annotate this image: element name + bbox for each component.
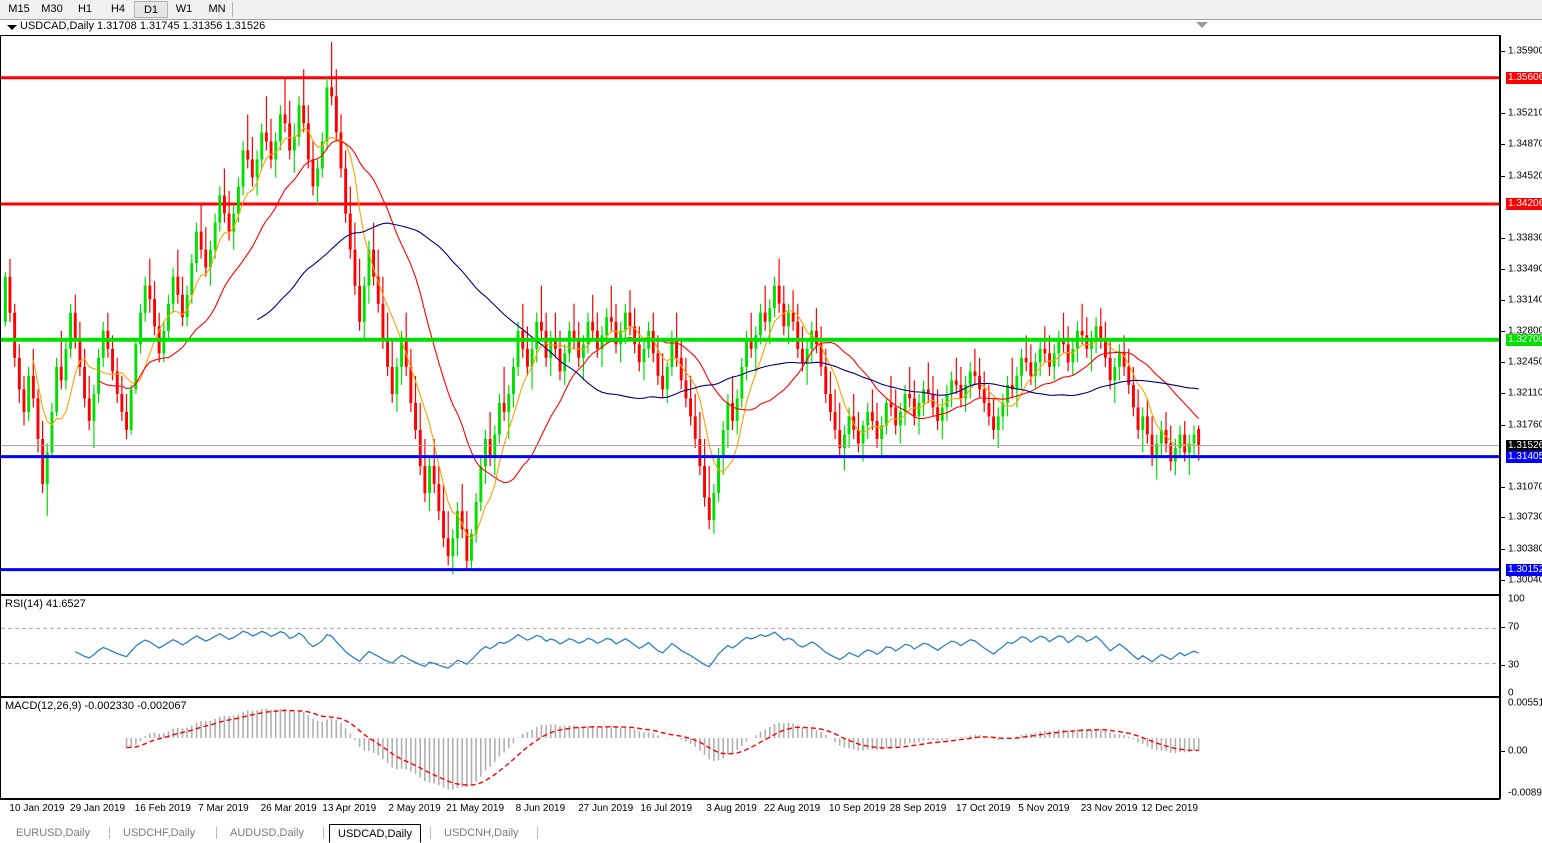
tab-separator bbox=[216, 827, 217, 839]
price-tick-label: 1.33490 bbox=[1508, 263, 1542, 275]
price-tick bbox=[1500, 113, 1505, 115]
price-tick-label: 1.30040 bbox=[1508, 574, 1542, 586]
time-axis-label: 23 Nov 2019 bbox=[1080, 803, 1138, 814]
time-axis-label: 21 May 2019 bbox=[446, 803, 505, 814]
price-tick-label: 1.32450 bbox=[1508, 356, 1542, 368]
price-tick-label: 1.31760 bbox=[1508, 419, 1542, 431]
timeframe-h4[interactable]: H4 bbox=[110, 3, 126, 15]
time-axis-label: 12 Dec 2019 bbox=[1141, 803, 1199, 814]
price-level-chip[interactable]: 1.35606 bbox=[1506, 71, 1542, 84]
price-tick bbox=[1500, 549, 1505, 550]
rsi-tick-label: 100 bbox=[1508, 593, 1525, 605]
timeframe-toolbar: M15 M30 H1 H4 D1 W1 MN bbox=[0, 0, 1542, 20]
time-axis-label: 29 Jan 2019 bbox=[70, 803, 126, 814]
tab-separator bbox=[537, 827, 538, 839]
price-tick-label: 1.32800 bbox=[1508, 325, 1542, 337]
tab-separator bbox=[430, 827, 431, 839]
timeframe-w1[interactable]: W1 bbox=[175, 3, 193, 15]
price-tick-label: 1.34520 bbox=[1508, 170, 1542, 182]
timeframe-mn[interactable]: MN bbox=[208, 3, 226, 15]
price-tick bbox=[1500, 579, 1505, 581]
chart-tab-usdchf[interactable]: USDCHF,Daily bbox=[123, 827, 196, 839]
timeframe-m15[interactable]: M15 bbox=[8, 3, 30, 15]
price-tick-label: 1.34870 bbox=[1508, 138, 1542, 150]
chart-tab-audusd[interactable]: AUDUSD,Daily bbox=[230, 827, 304, 839]
timeframe-h1[interactable]: H1 bbox=[77, 3, 93, 15]
rsi-tick-label: 30 bbox=[1508, 659, 1520, 671]
price-tick bbox=[1500, 393, 1505, 394]
price-tick bbox=[1500, 424, 1505, 426]
price-level-chip[interactable]: 1.31405 bbox=[1506, 450, 1542, 463]
macd-tick-label: 0.005512 bbox=[1508, 697, 1542, 709]
rsi-tick-label: 0 bbox=[1508, 687, 1514, 699]
price-tick bbox=[1500, 144, 1505, 146]
tab-separator bbox=[323, 827, 324, 839]
price-level-chip[interactable]: 1.34206 bbox=[1506, 197, 1542, 210]
price-tick-label: 1.32110 bbox=[1508, 387, 1542, 399]
time-axis-label: 16 Jul 2019 bbox=[640, 803, 693, 814]
time-axis-label: 22 Aug 2019 bbox=[764, 803, 821, 814]
rsi-pane[interactable]: RSI(14) 41.6527 bbox=[0, 595, 1500, 697]
time-axis-label: 27 Jun 2019 bbox=[578, 803, 634, 814]
price-tick bbox=[1500, 517, 1505, 519]
price-tick bbox=[1500, 51, 1505, 53]
time-axis-label: 5 Nov 2019 bbox=[1018, 803, 1070, 814]
price-scale[interactable]: 1.35900 1.35210 1.34870 1.34520 1.33830 1.334… bbox=[1500, 35, 1542, 799]
macd-tick-label: 0.00 bbox=[1508, 745, 1528, 757]
time-axis[interactable]: 10 Jan 2019 29 Jan 2019 16 Feb 2019 7 Mar 2… bbox=[0, 799, 1500, 819]
price-tick-label: 1.30730 bbox=[1508, 511, 1542, 523]
rsi-tick bbox=[1500, 664, 1505, 666]
time-axis-label: 10 Jan 2019 bbox=[9, 803, 65, 814]
price-tick-label: 1.33830 bbox=[1508, 232, 1542, 244]
price-tick bbox=[1500, 268, 1505, 270]
price-level-chip[interactable]: 1.31526 bbox=[1506, 439, 1542, 452]
rsi-tick-label: 70 bbox=[1508, 621, 1520, 633]
macd-pane[interactable]: MACD(12,26,9) -0.002330 -0.002067 bbox=[0, 697, 1500, 799]
price-tick bbox=[1500, 237, 1505, 239]
time-axis-label: 10 Sep 2019 bbox=[829, 803, 886, 814]
price-tick-label: 1.35900 bbox=[1508, 45, 1542, 57]
price-pane[interactable] bbox=[0, 35, 1500, 595]
time-axis-label: 28 Sep 2019 bbox=[889, 803, 947, 814]
rsi-label: RSI(14) 41.6527 bbox=[5, 598, 86, 610]
chart-collapse-triangle-icon[interactable] bbox=[1196, 22, 1208, 28]
price-tick bbox=[1500, 330, 1505, 332]
rsi-tick bbox=[1500, 627, 1505, 629]
tab-separator bbox=[109, 827, 110, 839]
chart-symbol-ohlc: USDCAD,Daily 1.31708 1.31745 1.31356 1.3… bbox=[20, 20, 266, 32]
price-level-chip[interactable]: 1.30152 bbox=[1506, 563, 1542, 576]
time-axis-label: 13 Apr 2019 bbox=[322, 803, 377, 814]
time-axis-label: 8 Jun 2019 bbox=[515, 803, 566, 814]
time-axis-label: 7 Mar 2019 bbox=[198, 803, 249, 814]
timeframe-m30[interactable]: M30 bbox=[41, 3, 63, 15]
time-axis-label: 26 Mar 2019 bbox=[260, 803, 317, 814]
chart-header: USDCAD,Daily 1.31708 1.31745 1.31356 1.3… bbox=[0, 20, 1542, 34]
price-tick-label: 1.31070 bbox=[1508, 481, 1542, 493]
price-tick bbox=[1500, 300, 1505, 302]
time-axis-label: 17 Oct 2019 bbox=[955, 803, 1011, 814]
chart-tab-eurusd[interactable]: EURUSD,Daily bbox=[16, 827, 90, 839]
price-tick-label: 1.30380 bbox=[1508, 543, 1542, 555]
toolbar-separator bbox=[232, 2, 233, 17]
price-tick bbox=[1500, 362, 1505, 364]
chart-tab-usdcnh[interactable]: USDCNH,Daily bbox=[444, 827, 519, 839]
price-tick bbox=[1500, 486, 1505, 488]
macd-label: MACD(12,26,9) -0.002330 -0.002067 bbox=[5, 700, 187, 712]
time-axis-label: 3 Aug 2019 bbox=[706, 803, 757, 814]
chart-tabs: EURUSD,Daily USDCHF,Daily AUDUSD,Daily USDC… bbox=[0, 822, 1542, 843]
timeframe-d1[interactable]: D1 bbox=[134, 1, 168, 18]
price-tick-label: 1.35210 bbox=[1508, 107, 1542, 119]
price-tick bbox=[1500, 175, 1505, 177]
macd-tick bbox=[1500, 751, 1505, 752]
macd-tick-label: -0.008933 bbox=[1508, 787, 1542, 799]
time-axis-label: 16 Feb 2019 bbox=[134, 803, 191, 814]
time-axis-label: 2 May 2019 bbox=[388, 803, 441, 814]
price-scale-border bbox=[1500, 35, 1501, 799]
price-tick-label: 1.33140 bbox=[1508, 294, 1542, 306]
chart-menu-triangle-icon[interactable] bbox=[7, 25, 17, 30]
chart-tab-usdcad[interactable]: USDCAD,Daily bbox=[329, 824, 421, 843]
price-level-chip[interactable]: 1.32700 bbox=[1506, 333, 1542, 346]
